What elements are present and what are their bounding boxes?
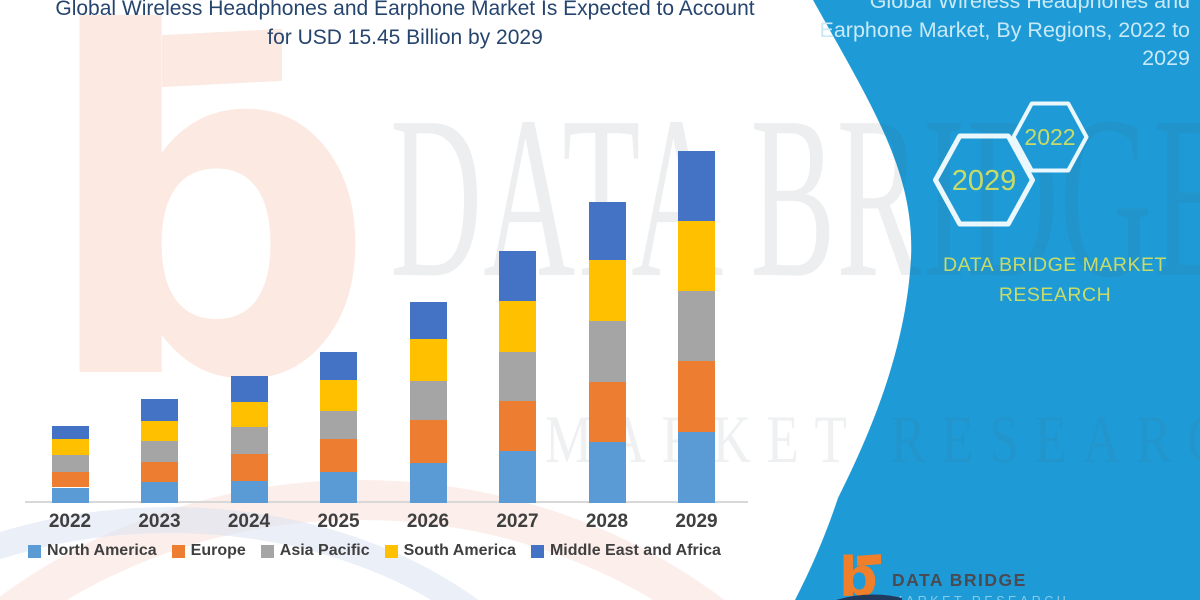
legend-item-asia-pacific: Asia Pacific (260, 542, 370, 560)
footer-logo-swoosh-icon (836, 594, 902, 600)
legend-label: North America (47, 542, 157, 559)
hexagon-2022-label: 2022 (1024, 124, 1075, 150)
bar-segment-2026-asia-pacific (409, 380, 447, 421)
bar-segment-2029-south-america (678, 220, 715, 292)
x-axis-label-2028: 2028 (585, 511, 629, 532)
x-axis-labels: 2022 2023 2024 2025 2026 2027 2028 2029 (48, 511, 718, 532)
bar-segment-2028-north-america (588, 442, 626, 503)
bars-layer (51, 151, 715, 503)
legend-swatch-icon (384, 544, 398, 558)
bar-segment-2028-middle-east-and-africa (588, 201, 626, 261)
bar-segment-2023-asia-pacific (141, 440, 178, 463)
x-axis-line (25, 501, 748, 503)
bar-segment-2023-middle-east-and-africa (141, 399, 178, 421)
bar-segment-2022-south-america (51, 438, 89, 456)
x-axis-label-2025: 2025 (317, 511, 360, 532)
bar-segment-2023-europe (141, 462, 178, 483)
hexagon-2022 (1011, 101, 1089, 173)
chart-title: Global Wireless Headphones and Earphone … (55, 0, 755, 49)
footer-logo-name: DATA BRIDGE (892, 570, 1027, 590)
bar-segment-2024-middle-east-and-africa (230, 376, 268, 403)
bar-segment-2022-europe (51, 471, 89, 488)
bar-segment-2028-europe (588, 381, 626, 443)
legend-item-south-america: South America (384, 542, 516, 560)
bar-segment-2023-south-america (141, 420, 178, 441)
footer-logo-tagline: MARKET RESEARCH (892, 594, 1069, 600)
bar-segment-2022-north-america (51, 487, 89, 503)
legend-label: South America (403, 542, 516, 559)
bar-segment-2024-europe (230, 454, 268, 481)
bar-segment-2027-europe (499, 400, 536, 452)
right-panel-title: Global Wireless Headphones and Earphone … (819, 0, 1191, 70)
bar-segment-2027-north-america (499, 451, 536, 503)
footer-logo-flag (857, 554, 881, 566)
bar-segment-2026-middle-east-and-africa (409, 301, 447, 340)
bar-segment-2024-north-america (230, 480, 268, 503)
bar-segment-2022-asia-pacific (51, 455, 89, 472)
legend-item-europe: Europe (171, 542, 246, 560)
bar-segment-2023-north-america (141, 482, 178, 503)
x-axis-label-2026: 2026 (406, 511, 450, 532)
legend-label: Europe (190, 542, 246, 559)
watermark-marketresearch-text: MARKET RESEARCH (545, 401, 1200, 477)
legend: North America Europe Asia Pacific South Ame… (28, 542, 721, 560)
legend-label: Asia Pacific (279, 542, 370, 559)
legend-swatch-icon (260, 544, 274, 558)
bar-segment-2029-asia-pacific (678, 291, 715, 362)
bar-segment-2028-asia-pacific (588, 320, 626, 382)
legend-item-north-america: North America (28, 542, 157, 560)
legend-label: Middle East and Africa (549, 542, 721, 559)
brand-line-1: DATA BRIDGE MARKET (943, 254, 1167, 276)
bar-segment-2029-north-america (678, 432, 715, 503)
brand-text: DATA BRIDGE MARKET RESEARCH (920, 250, 1190, 310)
bar-segment-2025-south-america (320, 380, 357, 411)
legend-item-middle-east-and-africa: Middle East and Africa (530, 542, 721, 560)
hexagon-2029-label: 2029 (952, 165, 1017, 197)
bar-segment-2022-middle-east-and-africa (51, 425, 89, 439)
bar-segment-2024-asia-pacific (230, 427, 268, 454)
x-axis-label-2022: 2022 (48, 511, 92, 532)
x-axis-label-2023: 2023 (138, 511, 181, 532)
bar-segment-2024-south-america (230, 402, 268, 428)
x-axis-label-2027: 2027 (496, 511, 539, 532)
bar-segment-2025-middle-east-and-africa (320, 351, 357, 381)
bar-segment-2026-europe (409, 420, 447, 464)
x-axis-label-2029: 2029 (675, 511, 718, 532)
bar-segment-2025-europe (320, 439, 357, 472)
x-axis-label-2024: 2024 (227, 511, 271, 532)
bar-segment-2027-south-america (499, 300, 536, 352)
legend-swatch-icon (28, 544, 41, 558)
bar-segment-2025-north-america (320, 471, 357, 503)
bar-segment-2029-middle-east-and-africa (678, 151, 715, 221)
bar-segment-2025-asia-pacific (320, 410, 357, 440)
bar-segment-2028-south-america (588, 260, 626, 321)
bar-segment-2026-south-america (409, 339, 447, 381)
brand-line-2: RESEARCH (998, 284, 1112, 306)
hexagon-badges: 2029 2022 (933, 101, 1089, 227)
legend-swatch-icon (171, 544, 185, 558)
bar-segment-2029-europe (678, 361, 715, 433)
bar-segment-2026-north-america (409, 463, 447, 503)
legend-swatch-icon (530, 544, 544, 558)
hexagon-2029 (933, 133, 1035, 227)
bar-segment-2027-asia-pacific (499, 351, 536, 401)
bar-segment-2027-middle-east-and-africa (499, 251, 536, 301)
